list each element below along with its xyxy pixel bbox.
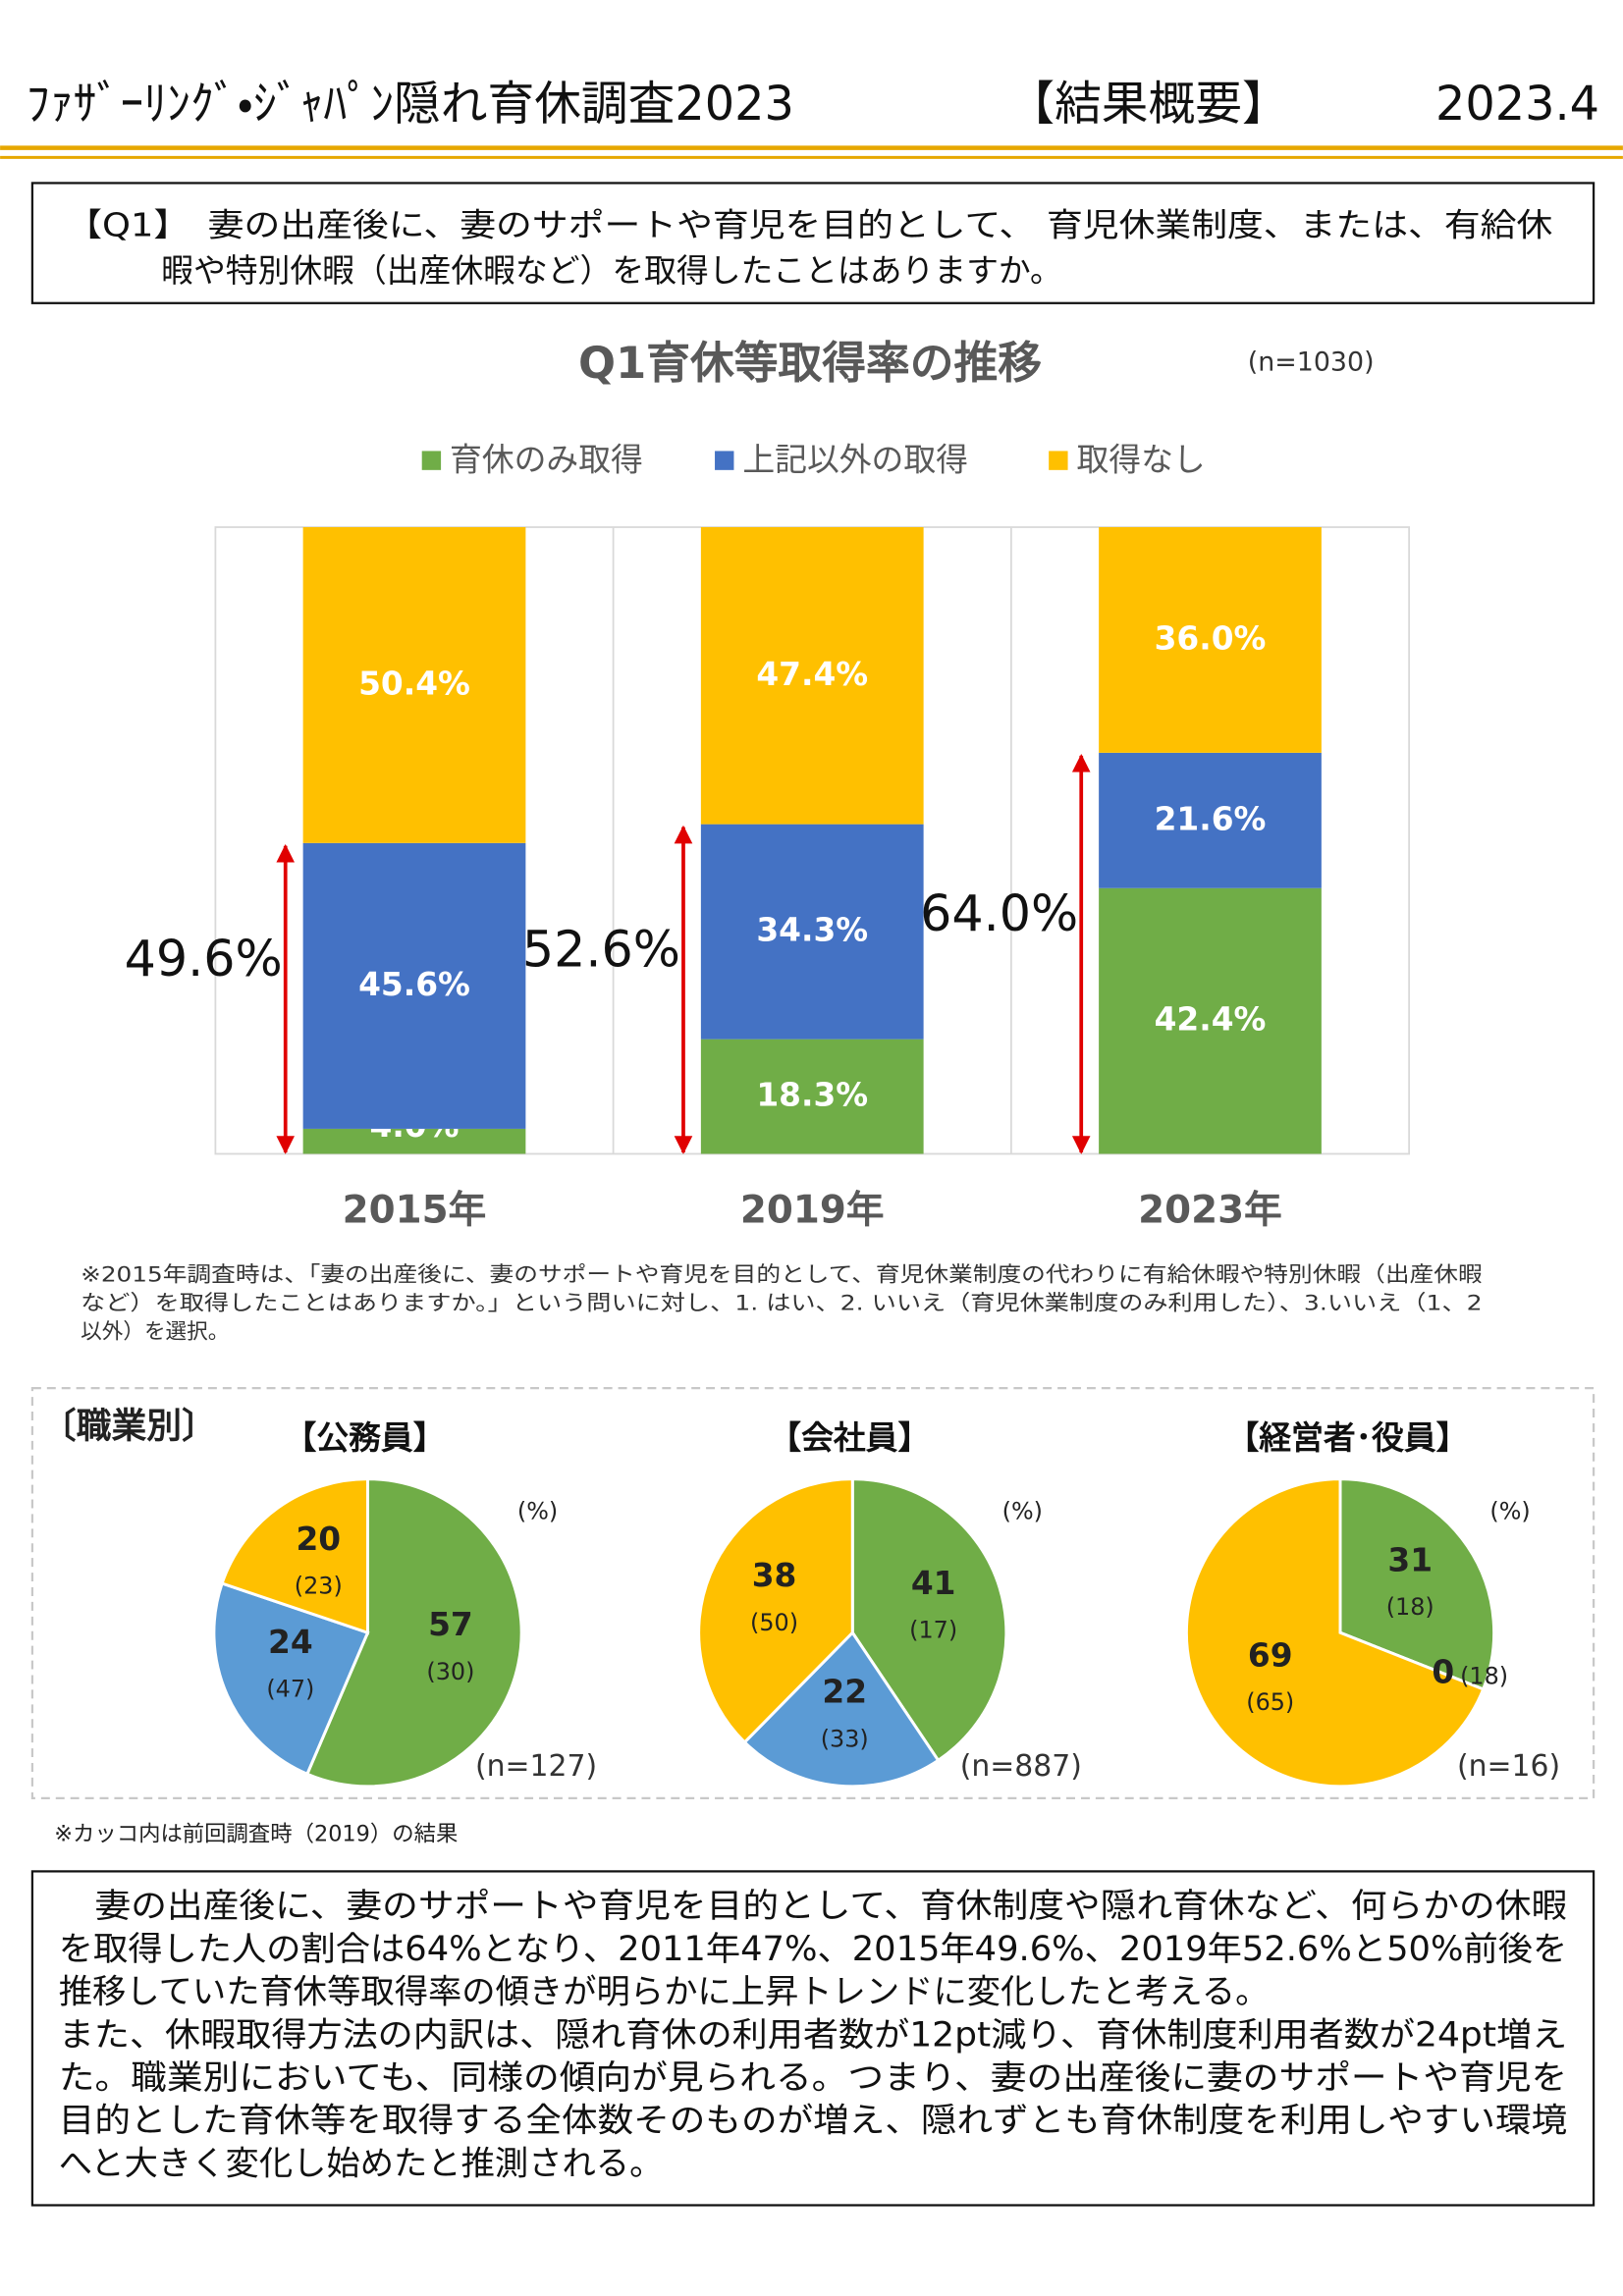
summary-line: 目的とした育休等を取得する全体数そのものが増え、隠れずとも育休制度を利用しやすい…	[59, 2102, 1567, 2141]
pie-value-label: 57	[428, 1606, 473, 1643]
pie-slice	[1338, 1477, 1496, 1691]
legend-swatch	[421, 451, 442, 470]
data-label: 47.4%	[756, 656, 868, 693]
section-label: 〔職業別〕	[41, 1406, 217, 1446]
pie-value-label: 38	[752, 1557, 797, 1594]
summary-line: へと大きく変化し始めたと推測される。	[59, 2144, 664, 2183]
data-label: 45.6%	[358, 966, 470, 1003]
bar-segment	[1099, 752, 1322, 888]
footnote-line: ※2015年調査時は、「妻の出産後に、妻のサポートや育児を目的として、育児休業制…	[81, 1262, 1483, 1287]
data-label: 34.3%	[756, 912, 868, 949]
pie-note: ※カッコ内は前回調査時（2019）の結果	[54, 1822, 458, 1847]
bar-segment	[1099, 887, 1322, 1154]
pie-n: (n=127)	[475, 1749, 597, 1784]
pie-previous-label: (30)	[426, 1658, 474, 1685]
pie-title: 【会社員】	[769, 1419, 930, 1457]
question-box	[30, 182, 1596, 304]
data-label: 18.3%	[756, 1077, 868, 1114]
pie-value-label: 0	[1432, 1653, 1454, 1690]
pie-slice	[212, 1581, 370, 1777]
summary-line: また、休暇取得方法の内訳は、隠れ育休の利用者数が12pt減り、育休制度利用者数が…	[59, 2015, 1567, 2055]
pie-value-label: 22	[822, 1674, 867, 1711]
header-title: ﾌｧｻﾞｰﾘﾝｸﾞ・ｼﾞｬﾊﾟﾝ隠れ育休調査2023	[27, 78, 794, 132]
footnote-line: 以外）を選択。	[81, 1319, 229, 1344]
pie-slice	[697, 1477, 854, 1744]
pie-previous-label: (50)	[750, 1609, 798, 1636]
header-date: 2023.4	[1435, 78, 1599, 132]
pie-slice	[850, 1477, 1008, 1763]
x-tick-label: 2015年	[343, 1189, 487, 1233]
data-label: 42.4%	[1155, 1001, 1267, 1039]
chart-title: Q1育休等取得率の推移	[578, 337, 1042, 389]
bar-segment	[302, 527, 526, 843]
pie-slice	[220, 1477, 370, 1635]
bar-segment	[700, 527, 924, 825]
pie-value-label: 24	[268, 1624, 313, 1661]
pie-previous-label: (33)	[821, 1725, 869, 1752]
pie-previous-label: (65)	[1246, 1688, 1294, 1716]
pie-title: 【経営者･役員】	[1226, 1419, 1468, 1457]
summary-line: 推移していた育休等取得率の傾きが明らかに上昇トレンドに変化したと考える。	[59, 1973, 1270, 2012]
legend-label: 取得なし	[1076, 441, 1205, 478]
bar-segment	[700, 1039, 924, 1154]
summary-box	[30, 1870, 1596, 2207]
legend-label: 上記以外の取得	[742, 441, 968, 478]
data-label: 36.0%	[1155, 619, 1267, 657]
x-tick-label: 2019年	[740, 1189, 885, 1233]
pie-previous-label: (23)	[295, 1573, 343, 1600]
pie-unit: (%)	[517, 1497, 558, 1524]
pie-previous-label: (18)	[1386, 1593, 1434, 1621]
pie-n: (n=887)	[960, 1749, 1082, 1784]
pie-value-label: 69	[1248, 1636, 1293, 1674]
pie-previous-label: (17)	[909, 1617, 957, 1644]
annotation-label: 52.6%	[522, 920, 680, 978]
data-label: 50.4%	[358, 665, 470, 702]
footnote-line: など）を取得したことはありますか。」という問いに対し、1. はい、2. いいえ（…	[81, 1291, 1483, 1315]
pie-value-label: 31	[1387, 1541, 1433, 1578]
legend-label: 育休のみ取得	[450, 441, 643, 478]
legend-swatch	[1049, 451, 1068, 470]
legend-swatch	[715, 451, 734, 470]
bar-segment	[700, 824, 924, 1040]
question-line: 暇や特別休暇（出産休暇など）を取得したことはありますか。	[161, 252, 1062, 290]
chart-subtitle: (n=1030)	[1248, 347, 1375, 377]
pie-value-label: 41	[911, 1565, 956, 1602]
pie-previous-label: (18)	[1460, 1663, 1508, 1690]
annotation-label: 49.6%	[125, 930, 283, 988]
pie-previous-label: (47)	[266, 1676, 314, 1703]
pie-unit: (%)	[1002, 1497, 1043, 1524]
data-label: 21.6%	[1155, 800, 1267, 837]
pie-unit: (%)	[1489, 1497, 1530, 1524]
bar-segment	[302, 1128, 526, 1154]
pie-section-box	[30, 1387, 1596, 1799]
question-line: 【Q1】 妻の出産後に、妻のサポートや育児を目的として、 育児休業制度、または、…	[66, 207, 1552, 244]
pie-slice	[304, 1477, 523, 1789]
bar-segment	[302, 842, 526, 1129]
pie-slice	[742, 1629, 941, 1789]
header-subtitle: 【結果概要】	[1007, 78, 1288, 132]
bar-segment	[1099, 527, 1322, 753]
pie-slice	[1184, 1477, 1486, 1789]
summary-line: 妻の出産後に、妻のサポートや育児を目的として、育休制度や隠れ育休など、何らかの休…	[59, 1887, 1567, 1926]
pie-n: (n=16)	[1457, 1749, 1560, 1784]
summary-line: を取得した人の割合は64%となり、2011年47%、2015年49.6%、201…	[59, 1930, 1567, 1969]
pie-value-label: 20	[296, 1521, 341, 1558]
annotation-label: 64.0%	[920, 884, 1078, 942]
summary-line: た。職業別においても、同様の傾向が見られる。つまり、妻の出産後に妻のサポートや育…	[59, 2058, 1567, 2098]
x-tick-label: 2023年	[1138, 1189, 1282, 1233]
pie-title: 【公務員】	[285, 1419, 446, 1457]
